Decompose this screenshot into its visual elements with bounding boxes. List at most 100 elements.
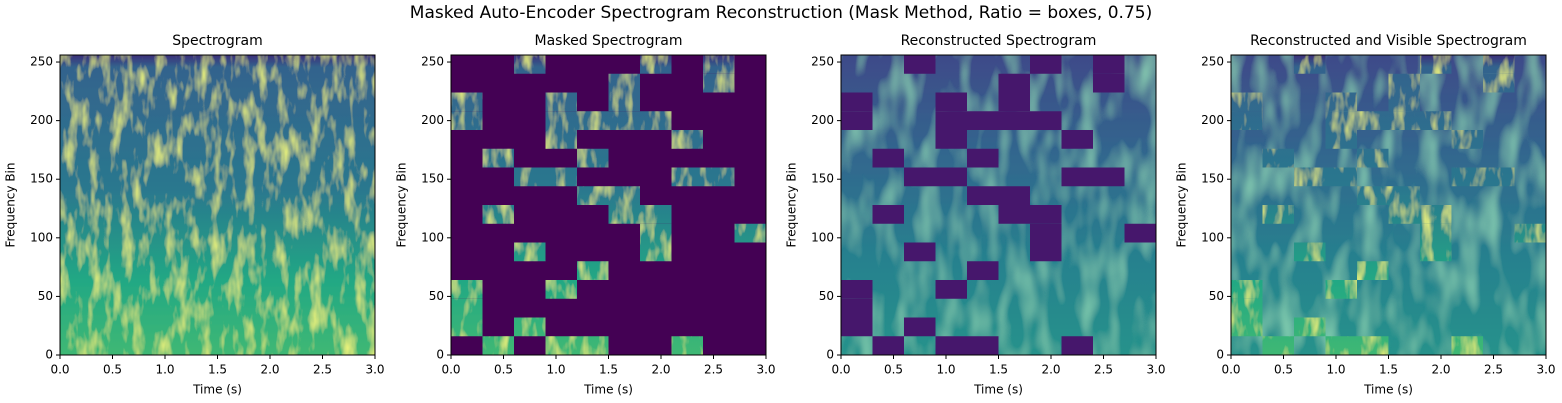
x-tick-label: 0.5 [1274, 363, 1293, 377]
visible-patch [545, 167, 577, 187]
visible-patch [1231, 92, 1263, 112]
visible-patch [577, 148, 609, 168]
x-axis-label: Time (s) [192, 383, 242, 397]
visible-patch [872, 205, 904, 224]
visible-patch [967, 148, 999, 168]
visible-patch [1030, 205, 1062, 224]
visible-patch [451, 92, 483, 112]
visible-patch [967, 186, 999, 205]
visible-patch [1388, 186, 1420, 205]
y-tick-label: 200 [421, 113, 444, 127]
visible-patch [1294, 242, 1326, 262]
visible-patch [1357, 148, 1389, 168]
y-tick-label: 150 [811, 172, 834, 186]
x-tick-label: 0.0 [1221, 363, 1240, 377]
y-tick-label: 250 [30, 55, 53, 69]
y-axis-label: Frequency Bin [1175, 163, 1189, 248]
x-tick-label: 2.0 [651, 363, 670, 377]
visible-patch [608, 186, 640, 205]
x-tick-label: 1.0 [936, 363, 955, 377]
y-tick-label: 50 [819, 289, 834, 303]
y-axis-label: Frequency Bin [4, 163, 18, 248]
visible-patch [451, 317, 483, 337]
figure-title: Masked Auto-Encoder Spectrogram Reconstr… [410, 3, 1152, 23]
visible-patch [1451, 167, 1483, 187]
visible-patch [451, 280, 483, 299]
visible-patch [545, 92, 577, 112]
y-axis-label: Frequency Bin [395, 163, 409, 248]
visible-patch [1093, 55, 1125, 74]
y-tick-label: 0 [826, 348, 834, 362]
x-tick-label: 0.0 [441, 363, 460, 377]
visible-patch [640, 223, 672, 243]
visible-patch [671, 336, 703, 355]
visible-patch [904, 167, 936, 187]
x-axis-label: Time (s) [973, 383, 1023, 397]
visible-patch [872, 336, 904, 355]
visible-patch [935, 280, 967, 299]
heatmap-panel: 0.0 0.5 1.0 1.5 2.0 2.5 3.0 0 50 100 150 200 250 Reco… [1175, 33, 1556, 397]
visible-patch [671, 130, 703, 149]
visible-patch [1325, 111, 1357, 130]
visible-patch [1483, 55, 1515, 74]
visible-patch [451, 111, 483, 130]
visible-patch [1262, 336, 1294, 355]
y-tick-label: 200 [811, 113, 834, 127]
y-tick-label: 0 [1216, 348, 1224, 362]
visible-patch [703, 167, 735, 187]
x-tick-label: 2.5 [1484, 363, 1503, 377]
panel-title: Masked Spectrogram [535, 33, 683, 49]
visible-patch [1388, 73, 1420, 93]
visible-patch [998, 73, 1030, 93]
visible-patch [841, 298, 873, 318]
visible-patch [1388, 111, 1420, 130]
y-tick-label: 150 [421, 172, 444, 186]
x-axis-label: Time (s) [583, 383, 633, 397]
visible-patch [935, 130, 967, 149]
visible-patch [671, 167, 703, 187]
y-tick-label: 250 [1201, 55, 1224, 69]
visible-patch [640, 55, 672, 74]
visible-patch [841, 280, 873, 299]
visible-patch [1483, 167, 1515, 187]
visible-patch [1357, 336, 1389, 355]
visible-patch [1420, 223, 1452, 243]
y-tick-label: 100 [421, 230, 444, 244]
y-tick-label: 100 [1201, 230, 1224, 244]
panel-title: Reconstructed Spectrogram [901, 33, 1097, 49]
visible-patch [1451, 130, 1483, 149]
visible-patch [608, 111, 640, 130]
visible-patch [734, 223, 766, 243]
heatmap-panel: 0.0 0.5 1.0 1.5 2.0 2.5 3.0 0 50 100 150 200 250 Mask… [395, 33, 776, 397]
x-tick-label: 2.0 [260, 363, 279, 377]
x-tick-label: 1.0 [546, 363, 565, 377]
x-tick-label: 0.0 [831, 363, 850, 377]
x-tick-label: 0.0 [50, 363, 69, 377]
x-tick-label: 1.5 [208, 363, 227, 377]
visible-patch [967, 111, 999, 130]
visible-patch [545, 130, 577, 149]
visible-patch [841, 92, 873, 112]
visible-patch [482, 205, 514, 224]
visible-patch [998, 205, 1030, 224]
visible-patch [545, 111, 577, 130]
visible-patch [1483, 73, 1515, 93]
visible-patch [1357, 261, 1389, 280]
visible-patch [703, 73, 735, 93]
visible-patch [640, 111, 672, 130]
panel-title: Reconstructed and Visible Spectrogram [1250, 33, 1527, 49]
x-tick-label: 3.0 [756, 363, 775, 377]
visible-patch [1124, 223, 1156, 243]
visible-patch [1030, 223, 1062, 243]
y-tick-label: 200 [1201, 113, 1224, 127]
visible-patch [1061, 336, 1093, 355]
visible-patch [514, 317, 546, 337]
visible-patch [1061, 130, 1093, 149]
visible-patch [514, 242, 546, 262]
visible-patch [1514, 223, 1546, 243]
visible-patch [1030, 242, 1062, 262]
visible-patch [577, 336, 609, 355]
x-axis-label: Time (s) [1363, 383, 1413, 397]
visible-patch [577, 111, 609, 130]
visible-patch [1325, 336, 1357, 355]
